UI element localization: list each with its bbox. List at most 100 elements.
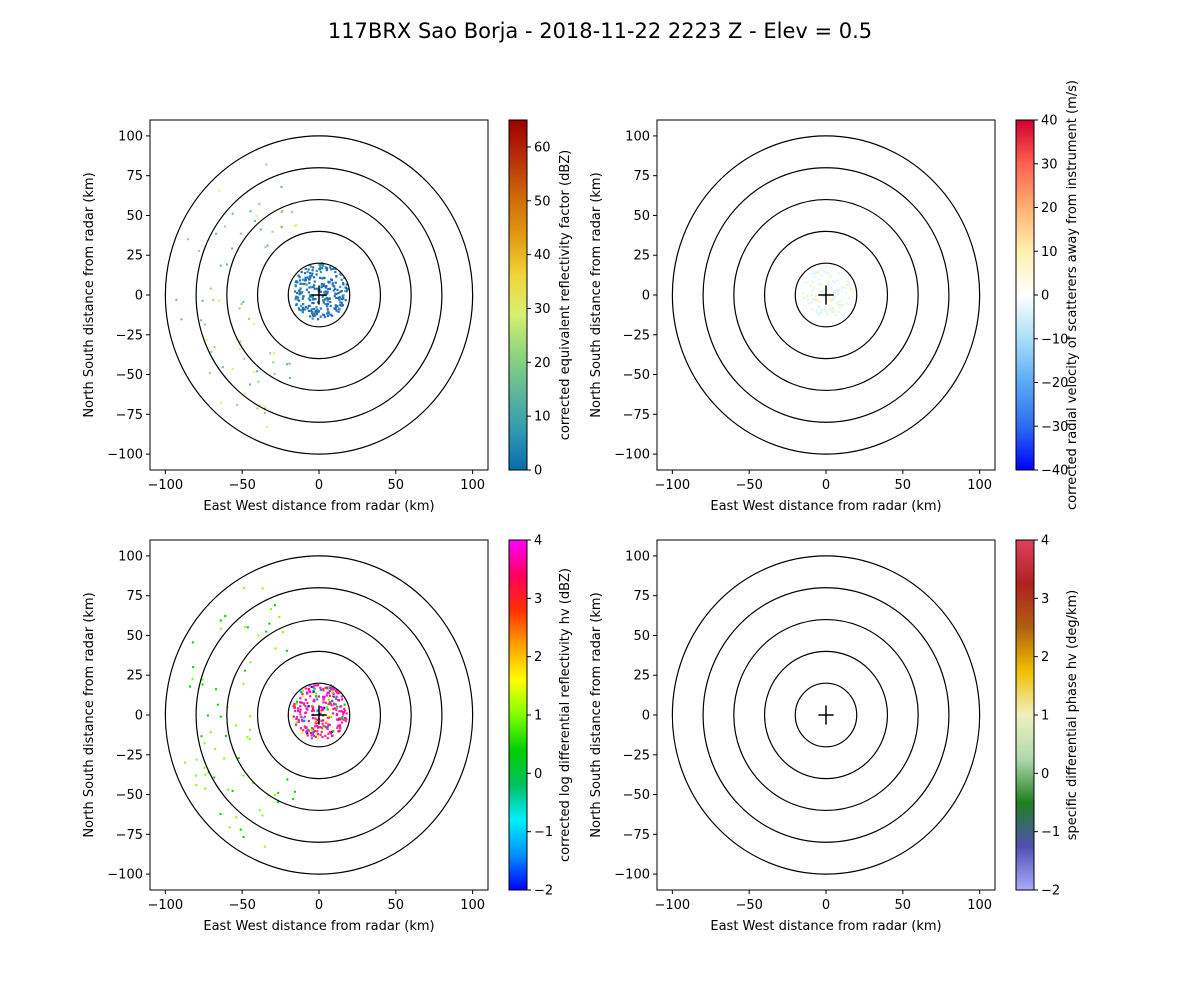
echo-pixel xyxy=(327,703,330,706)
range-ring-60km xyxy=(226,618,412,812)
echo-pixel xyxy=(835,301,839,305)
echo-pixel xyxy=(320,730,323,734)
echo-pixel xyxy=(200,735,203,738)
echo-pixel xyxy=(339,290,342,293)
echo-pixel xyxy=(322,264,325,267)
range-ring-80km xyxy=(702,587,950,843)
echo-pixel xyxy=(235,816,238,819)
echo-pixel xyxy=(231,368,234,371)
echo-pixel xyxy=(316,318,320,321)
range-ring-100km xyxy=(671,135,981,455)
echo-pixel xyxy=(320,286,323,289)
echo-pixel xyxy=(219,264,222,267)
colorbar-tick-label: 20 xyxy=(1041,201,1058,216)
echo-pixel xyxy=(829,297,832,300)
y-tick-label: −25 xyxy=(623,748,650,763)
echo-pixel xyxy=(344,299,347,302)
echo-pixel xyxy=(297,274,300,277)
echo-pixel xyxy=(322,698,325,701)
y-tick-label: 25 xyxy=(633,249,650,264)
echo-pixel xyxy=(213,776,216,779)
echo-pixel xyxy=(301,692,304,696)
echo-pixel xyxy=(314,725,317,728)
echo-pixel xyxy=(311,272,314,275)
echo-pixel xyxy=(809,285,812,288)
echo-pixel xyxy=(323,706,326,709)
echo-pixel xyxy=(312,298,315,301)
echo-pixel xyxy=(336,691,339,694)
echo-pixel xyxy=(298,293,301,296)
echo-pixel xyxy=(288,377,291,380)
echo-pixel xyxy=(319,307,322,310)
echo-pixel xyxy=(330,268,333,271)
echo-pixel xyxy=(338,307,341,310)
echo-pixel xyxy=(336,305,339,308)
echo-pixel xyxy=(323,298,327,301)
echo-pixel xyxy=(335,695,338,698)
echo-pixel xyxy=(849,288,853,291)
echo-pixel xyxy=(319,712,322,715)
echo-pixel xyxy=(344,716,347,720)
echo-pixel xyxy=(307,705,310,708)
echo-pixel xyxy=(806,281,809,284)
echo-pixel xyxy=(310,734,313,737)
echo-pixel xyxy=(811,289,814,292)
echo-pixel xyxy=(334,306,337,309)
echo-pixel xyxy=(295,721,298,724)
echo-pixel xyxy=(200,319,203,322)
echo-pixel xyxy=(817,283,820,286)
echo-pixel xyxy=(837,304,840,307)
echo-pixel xyxy=(335,296,338,300)
echo-pixel xyxy=(239,340,242,343)
echo-pixel xyxy=(345,283,348,286)
echo-pixel xyxy=(331,696,334,699)
echo-pixel xyxy=(286,363,289,366)
echo-pixel xyxy=(315,698,319,701)
echo-pixel xyxy=(331,699,334,702)
echo-pixel xyxy=(243,392,246,395)
echo-pixel xyxy=(330,314,334,317)
echo-pixel xyxy=(326,720,329,723)
echo-pixel xyxy=(298,710,302,713)
echo-pixel xyxy=(832,311,835,314)
echo-pixel xyxy=(340,698,344,701)
echo-pixel xyxy=(323,315,327,319)
echo-pixel xyxy=(314,684,318,687)
range-ring-100km xyxy=(164,555,474,875)
echo-pixel xyxy=(828,308,831,311)
echo-pixel xyxy=(259,228,262,231)
echo-pixel xyxy=(256,407,259,410)
echo-pixel xyxy=(290,210,293,213)
echo-pixel xyxy=(295,717,298,720)
range-ring-100km xyxy=(671,555,981,875)
echo-pixel xyxy=(273,372,276,375)
echo-pixel xyxy=(326,727,329,730)
echo-pixel xyxy=(312,734,316,737)
radar-echo xyxy=(293,262,349,321)
echo-pixel xyxy=(269,352,272,355)
echo-pixel xyxy=(809,301,812,304)
echo-pixel xyxy=(311,704,314,707)
echo-pixel xyxy=(321,727,324,730)
echo-pixel xyxy=(252,323,255,326)
echo-pixel xyxy=(281,631,284,634)
echo-pixel xyxy=(841,286,844,289)
echo-pixel xyxy=(304,267,307,270)
y-tick-label: 25 xyxy=(126,669,143,684)
panel-2: −100 −50 0 50 100−100−75−50−250255075100East… xyxy=(589,80,1080,514)
echo-pixel xyxy=(293,706,296,710)
echo-pixel xyxy=(324,286,327,289)
echo-pixel xyxy=(846,280,849,283)
echo-pixel xyxy=(337,292,340,295)
echo-pixel xyxy=(276,801,279,804)
colorbar-tick-label: 10 xyxy=(1041,245,1058,260)
echo-pixel xyxy=(303,725,306,728)
echo-pixel xyxy=(815,308,818,312)
echo-pixel xyxy=(335,275,338,278)
echo-pixel xyxy=(316,730,319,733)
echo-pixel xyxy=(328,287,332,290)
echo-pixel xyxy=(341,304,344,307)
echo-pixel xyxy=(823,291,827,294)
y-tick-label: −75 xyxy=(116,828,143,843)
echo-pixel xyxy=(837,310,840,314)
